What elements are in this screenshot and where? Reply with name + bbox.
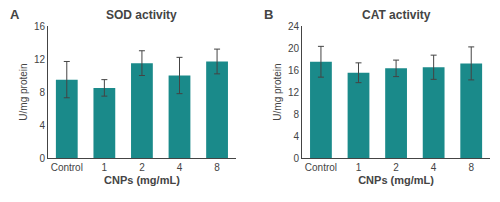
svg-text:2: 2 <box>393 162 399 173</box>
svg-text:A: A <box>10 7 20 22</box>
svg-text:4: 4 <box>294 131 300 142</box>
svg-text:20: 20 <box>288 43 300 54</box>
svg-text:16: 16 <box>288 65 300 76</box>
svg-text:Control: Control <box>305 162 337 173</box>
svg-text:0: 0 <box>294 153 300 164</box>
svg-text:8: 8 <box>39 87 45 98</box>
svg-text:8: 8 <box>294 109 300 120</box>
svg-text:B: B <box>264 7 273 22</box>
svg-text:CNPs (mg/mL): CNPs (mg/mL) <box>104 174 180 186</box>
svg-text:8: 8 <box>468 162 474 173</box>
svg-text:12: 12 <box>34 54 46 65</box>
svg-text:4: 4 <box>39 120 45 131</box>
svg-text:24: 24 <box>288 21 300 32</box>
svg-text:Control: Control <box>51 162 83 173</box>
svg-text:8: 8 <box>214 162 220 173</box>
svg-text:CNPs (mg/mL): CNPs (mg/mL) <box>358 174 434 186</box>
svg-text:12: 12 <box>288 87 300 98</box>
svg-text:CAT activity: CAT activity <box>362 8 431 22</box>
svg-text:4: 4 <box>431 162 437 173</box>
svg-text:16: 16 <box>34 21 46 32</box>
svg-text:4: 4 <box>177 162 183 173</box>
svg-text:U/mg protein: U/mg protein <box>272 63 283 120</box>
svg-text:1: 1 <box>356 162 362 173</box>
svg-text:2: 2 <box>139 162 145 173</box>
svg-text:1: 1 <box>102 162 108 173</box>
svg-text:SOD activity: SOD activity <box>106 8 177 22</box>
svg-text:U/mg protein: U/mg protein <box>18 63 29 120</box>
svg-text:0: 0 <box>39 153 45 164</box>
